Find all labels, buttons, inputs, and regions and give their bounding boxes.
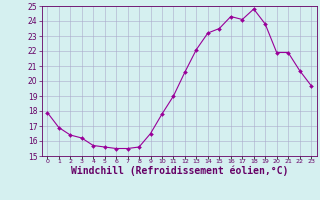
X-axis label: Windchill (Refroidissement éolien,°C): Windchill (Refroidissement éolien,°C)	[70, 165, 288, 176]
